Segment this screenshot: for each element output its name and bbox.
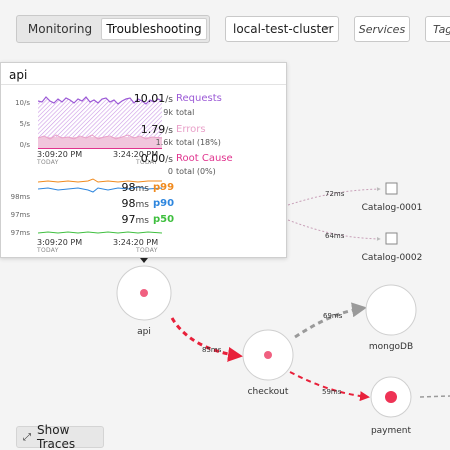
root-cause-value: 0.00/s [113,152,173,165]
edge-checkout-to-payment[interactable] [289,371,370,402]
show-traces-label: Show Traces [37,423,76,450]
rate-axis-tick-mid: 5/s [19,120,30,128]
p50-value: 97ms [111,213,149,226]
requests-total-label: total [176,108,195,117]
edge-latency-api-checkout: 85ms [202,346,222,354]
node-checkout-status-dot [264,351,272,359]
edge-api-to-checkout[interactable] [170,317,243,362]
edge-latency-checkout-mongodb: 69ms [323,312,343,320]
edge-to-catalog-0001[interactable] [287,187,381,206]
tab-monitoring[interactable]: Monitoring [27,22,93,36]
node-api-status-dot [140,289,148,297]
p90-label: p90 [153,198,175,209]
p90-value-unit: ms [135,200,149,210]
edge-checkout-to-mongodb[interactable] [294,302,367,339]
expand-icon: ⤢ [23,431,31,443]
p99-value: 98ms [111,181,149,194]
requests-total: 9k [163,108,173,117]
p50-value-unit: ms [135,216,149,226]
rate-day-start: TODAY [37,159,59,166]
rate-axis-tick-bottom: 0/s [19,141,30,149]
rate-time-end: 3:24:20 PM [113,150,159,159]
latency-axis-tick-mid: 97ms [10,211,30,219]
node-label-payment: payment [371,426,412,436]
errors-value: 1.79/s [113,123,173,136]
latency-axis-tick-top: 98ms [10,193,30,201]
cluster-select-value: local-test-cluster [233,22,334,36]
root-cause-value-number: 0.00 [140,152,166,165]
show-traces-button[interactable]: ⤢ Show Traces [16,423,104,450]
edge-latency-catalog-0001: 72ms [325,190,345,198]
rate-day-end: TODAY [136,159,158,166]
cluster-select[interactable]: local-test-cluster ⌄ [225,16,339,42]
tooltip-divider [1,84,286,85]
p99-value-number: 98 [121,181,136,194]
tooltip-title: api [9,68,28,82]
edge-latency-checkout-payment: 59ms [322,388,342,396]
requests-label: Requests [176,93,222,104]
tab-troubleshooting[interactable]: Troubleshooting [101,18,207,40]
p90-value-number: 98 [121,197,136,210]
chevron-down-icon: ⌄ [322,21,331,32]
latency-day-end: TODAY [136,247,158,254]
p50-line [38,231,162,234]
requests-value: 10.01/s [113,92,173,105]
p90-line [38,186,162,193]
latency-chart [38,178,162,234]
edge-payment-outbound[interactable] [419,395,450,398]
requests-value-number: 10.01 [133,92,166,105]
rate-chart [38,96,162,149]
errors-value-number: 1.79 [140,123,166,136]
root-cause-total: 0 [167,167,173,176]
p50-label: p50 [153,214,175,225]
requests-value-unit: /s [165,95,173,105]
p50-value-number: 97 [121,213,136,226]
errors-area [38,137,162,149]
node-catalog-0002[interactable] [385,232,398,245]
root-cause-total-label: total (0%) [176,167,216,176]
node-label-mongodb: mongoDB [369,342,413,352]
node-label-catalog-0001: Catalog-0001 [362,203,423,213]
node-catalog-0001[interactable] [385,182,398,195]
view-mode-toggle: Monitoring Troubleshooting [16,15,210,43]
errors-label: Errors [176,124,206,135]
latency-day-start: TODAY [37,247,59,254]
node-label-checkout: checkout [248,387,289,397]
tooltip-pointer-icon [140,258,148,263]
node-label-api: api [137,327,151,337]
errors-line [38,134,162,140]
rate-time-start: 3:09:20 PM [37,150,83,159]
latency-time-start: 3:09:20 PM [37,238,83,247]
latency-time-end: 3:24:20 PM [113,238,159,247]
requests-line [38,96,162,105]
node-mongodb[interactable] [365,284,417,336]
root-cause-value-unit: /s [165,155,173,165]
node-payment-status-dot [385,391,397,403]
services-filter-button[interactable]: Services [354,16,410,42]
latency-axis-tick-bottom: 97ms [10,229,30,237]
root-cause-label: Root Cause [176,153,233,164]
errors-value-unit: /s [165,126,173,136]
rate-axis-tick-top: 10/s [15,99,30,107]
edge-to-catalog-0002[interactable] [287,219,381,241]
errors-total: 1.6k [155,138,173,147]
p90-value: 98ms [111,197,149,210]
service-tooltip-api: api 10/s 5/s 0/s 3:09:20 PM 3:24:20 PM T… [0,62,287,258]
p99-value-unit: ms [135,184,149,194]
p99-line [38,178,162,183]
edge-latency-catalog-0002: 64ms [325,232,345,240]
errors-total-label: total (18%) [176,138,221,147]
p99-label: p99 [153,182,175,193]
tags-filter-button[interactable]: Tag [425,16,450,42]
node-label-catalog-0002: Catalog-0002 [362,253,423,263]
